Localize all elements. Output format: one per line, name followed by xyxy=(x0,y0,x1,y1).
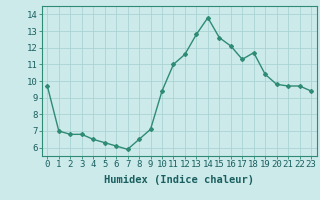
X-axis label: Humidex (Indice chaleur): Humidex (Indice chaleur) xyxy=(104,175,254,185)
